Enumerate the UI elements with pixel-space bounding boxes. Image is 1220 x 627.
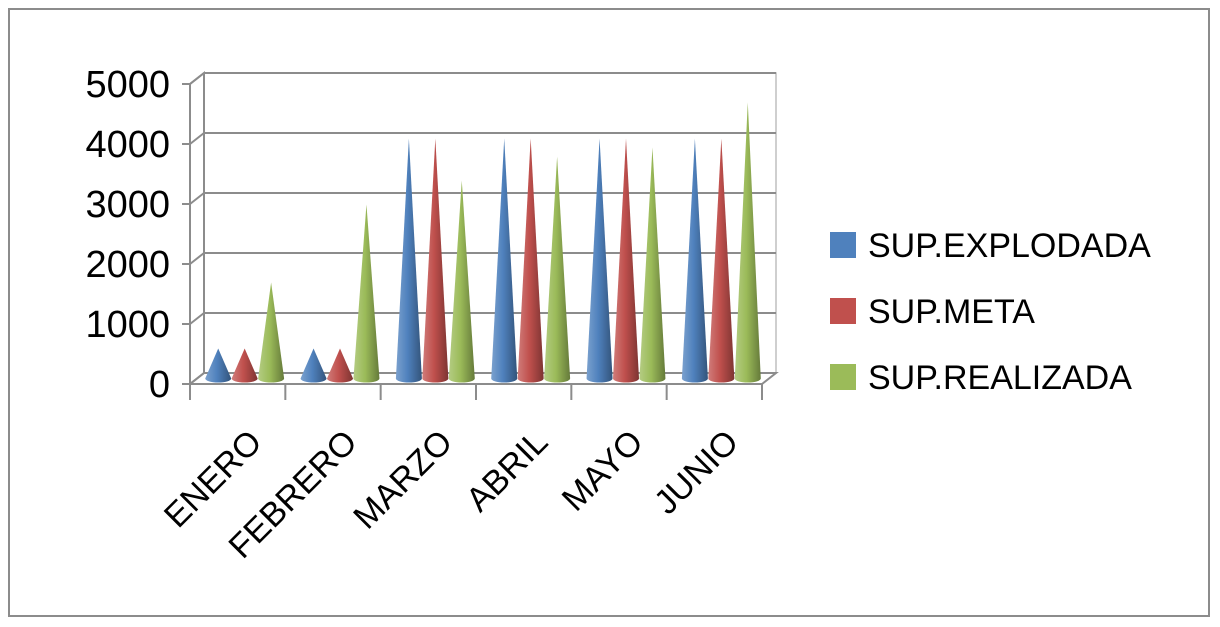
legend-entry: SUP.EXPLODADA <box>830 227 1151 265</box>
bar <box>517 138 544 383</box>
bar <box>734 102 761 383</box>
cone-body <box>613 138 639 383</box>
cone-body <box>205 348 232 383</box>
cone-body <box>300 348 327 383</box>
cone-body <box>395 138 422 383</box>
y-tick-label: 1000 <box>85 304 170 346</box>
y-tick-label: 3000 <box>85 184 170 226</box>
legend-entry: SUP.REALIZADA <box>830 359 1132 397</box>
legend-label: SUP.REALIZADA <box>868 359 1132 397</box>
bar <box>395 138 422 383</box>
cone-body <box>708 138 735 383</box>
bar <box>327 348 353 383</box>
cone-body <box>327 348 353 383</box>
cone-body <box>544 156 571 383</box>
bar <box>353 204 380 383</box>
y-axis: 0 1000 2000 3000 4000 5000 <box>85 64 190 406</box>
bar <box>491 138 518 383</box>
legend: SUP.EXPLODADA SUP.META SUP.REALIZADA <box>830 227 1151 397</box>
legend-swatch <box>830 364 856 390</box>
bar <box>639 147 666 383</box>
x-tick-label: ABRIL <box>459 423 555 519</box>
bar <box>708 138 735 383</box>
cone-body <box>734 102 761 383</box>
bar <box>231 348 258 383</box>
cone-body <box>639 147 666 383</box>
bar <box>422 138 449 383</box>
gridline-side <box>189 72 205 85</box>
bar <box>205 348 232 383</box>
gridline-side <box>189 252 205 265</box>
bar <box>586 138 613 383</box>
gridline-side <box>189 312 205 325</box>
bars <box>205 102 761 383</box>
bar <box>681 138 708 383</box>
gridlines <box>189 72 776 325</box>
x-tick-label: JUNIO <box>647 423 746 522</box>
y-tick-label: 0 <box>149 364 170 406</box>
bar <box>300 348 327 383</box>
gridline-side <box>189 132 205 145</box>
cone-body <box>586 138 613 383</box>
gridline-side <box>189 192 205 205</box>
bar <box>544 156 571 383</box>
bar <box>448 180 475 383</box>
legend-label: SUP.EXPLODADA <box>868 227 1151 265</box>
cone-body <box>258 282 285 383</box>
y-tick-label: 5000 <box>85 64 170 106</box>
cone-body <box>517 138 544 383</box>
bar <box>613 138 639 383</box>
cone-body <box>353 204 380 383</box>
y-tick-label: 4000 <box>85 124 170 166</box>
cone-body <box>448 180 475 383</box>
legend-swatch <box>830 232 856 258</box>
x-tick-label: MARZO <box>346 423 460 537</box>
side-wall <box>189 70 205 387</box>
legend-label: SUP.META <box>868 293 1035 331</box>
x-tick-label: MAYO <box>555 423 651 519</box>
cone-body <box>422 138 449 383</box>
cone-body <box>681 138 708 383</box>
y-tick-label: 2000 <box>85 244 170 286</box>
legend-swatch <box>830 298 856 324</box>
bar <box>258 282 285 383</box>
cone-body <box>231 348 258 383</box>
cone-body <box>491 138 518 383</box>
legend-entry: SUP.META <box>830 293 1035 331</box>
